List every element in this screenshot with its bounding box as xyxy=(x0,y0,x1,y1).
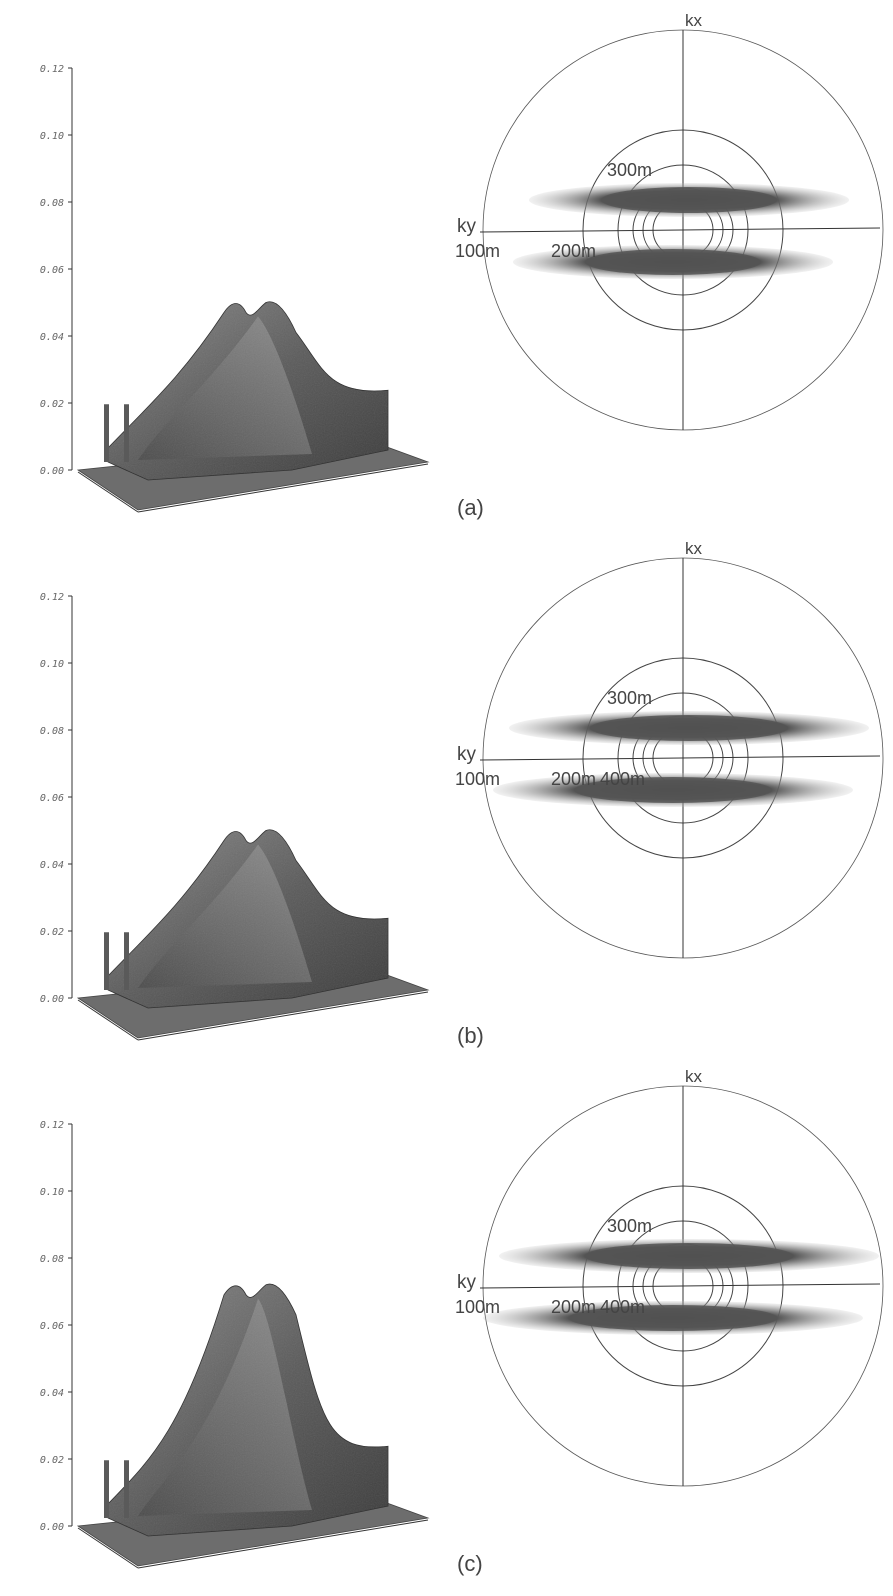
ky-label: ky xyxy=(457,216,477,237)
z-tick-label: 0.08 xyxy=(40,198,64,209)
z-tick-label: 0.10 xyxy=(40,659,64,670)
z-tick-label: 0.04 xyxy=(40,1388,64,1399)
z-tick-label: 0.12 xyxy=(40,1120,64,1131)
z-tick-label: 0.02 xyxy=(40,399,64,410)
surface-edge-spike xyxy=(124,932,129,990)
surface-texture xyxy=(108,1284,388,1536)
ky-label: ky xyxy=(457,1272,477,1293)
panel-label: (a) xyxy=(457,495,484,520)
polar-plot: kx ky 300m 100m 200m 400m xyxy=(455,539,884,959)
x-axis-line xyxy=(77,999,139,1041)
surface-edge-spike xyxy=(124,404,129,462)
ring-label-100m: 100m xyxy=(455,1297,500,1317)
ring-label-300m: 300m xyxy=(607,688,652,708)
z-tick-label: 0.06 xyxy=(40,1321,64,1332)
surface-plot: 0.00 0.02 0.04 0.06 0.08 0.10 0.12 xyxy=(40,1120,430,1569)
ring-label-200m: 200m xyxy=(551,1297,596,1317)
panel-label: (c) xyxy=(457,1551,483,1576)
surface-edge-spike xyxy=(104,932,109,990)
y-axis-line xyxy=(137,1519,429,1569)
y-axis-line xyxy=(137,991,429,1041)
z-tick-label: 0.04 xyxy=(40,860,64,871)
kx-label: kx xyxy=(685,11,703,30)
spectrum-lobe-core xyxy=(601,187,777,213)
x-axis-line xyxy=(77,1527,139,1569)
spectrum-lobe-core xyxy=(584,1243,794,1269)
ky-axis-line xyxy=(479,227,881,233)
surface-edge-spike xyxy=(104,404,109,462)
ring-label-100m: 100m xyxy=(455,769,500,789)
ring-label-300m: 300m xyxy=(607,160,652,180)
z-tick-label: 0.00 xyxy=(40,466,64,477)
ring-label-200m: 200m xyxy=(551,769,596,789)
panel-a: 0.00 0.02 0.04 0.06 0.08 0.10 0.12 kx ky 300m 100m… xyxy=(40,11,884,520)
ring-label-400m: 400m xyxy=(600,769,645,789)
z-tick-label: 0.00 xyxy=(40,994,64,1005)
x-axis-line xyxy=(77,471,139,513)
y-axis-line xyxy=(137,463,429,513)
ky-axis-line xyxy=(479,1283,881,1289)
z-tick-label: 0.04 xyxy=(40,332,64,343)
spectrum-lobe-core xyxy=(568,1305,778,1331)
z-tick-label: 0.00 xyxy=(40,1522,64,1533)
surface-texture xyxy=(108,829,388,1008)
z-tick-label: 0.06 xyxy=(40,793,64,804)
z-tick-label: 0.02 xyxy=(40,927,64,938)
z-tick-label: 0.12 xyxy=(40,64,64,75)
polar-plot: kx ky 300m 100m 200m 400m xyxy=(455,1067,884,1487)
polar-plot: kx ky 300m 100m 200m xyxy=(455,11,884,431)
ring-label-400m: 400m xyxy=(600,1297,645,1317)
z-tick-label: 0.02 xyxy=(40,1455,64,1466)
spectrum-lobe-core xyxy=(585,249,761,275)
z-tick-label: 0.10 xyxy=(40,131,64,142)
z-tick-label: 0.08 xyxy=(40,726,64,737)
ring-label-100m: 100m xyxy=(455,241,500,261)
ring-label-300m: 300m xyxy=(607,1216,652,1236)
ring-label-200m: 200m xyxy=(551,241,596,261)
kx-label: kx xyxy=(685,539,703,558)
z-tick-label: 0.08 xyxy=(40,1254,64,1265)
spectrum-lobe-core xyxy=(590,715,788,741)
surface-texture xyxy=(108,301,388,480)
ky-axis-line xyxy=(479,755,881,761)
surface-plot: 0.00 0.02 0.04 0.06 0.08 0.10 0.12 xyxy=(40,592,430,1041)
surface-plot: 0.00 0.02 0.04 0.06 0.08 0.10 0.12 xyxy=(40,64,430,513)
spectrum-lobe-core xyxy=(574,777,772,803)
kx-label: kx xyxy=(685,1067,703,1086)
z-tick-label: 0.10 xyxy=(40,1187,64,1198)
ky-label: ky xyxy=(457,744,477,765)
surface-edge-spike xyxy=(104,1460,109,1518)
panel-label: (b) xyxy=(457,1023,484,1048)
panel-c: 0.00 0.02 0.04 0.06 0.08 0.10 0.12 kx ky 300m 100m… xyxy=(40,1067,884,1576)
z-tick-label: 0.06 xyxy=(40,265,64,276)
surface-edge-spike xyxy=(124,1460,129,1518)
z-tick-label: 0.12 xyxy=(40,592,64,603)
panel-b: 0.00 0.02 0.04 0.06 0.08 0.10 0.12 kx ky 300m 100m… xyxy=(40,539,884,1048)
